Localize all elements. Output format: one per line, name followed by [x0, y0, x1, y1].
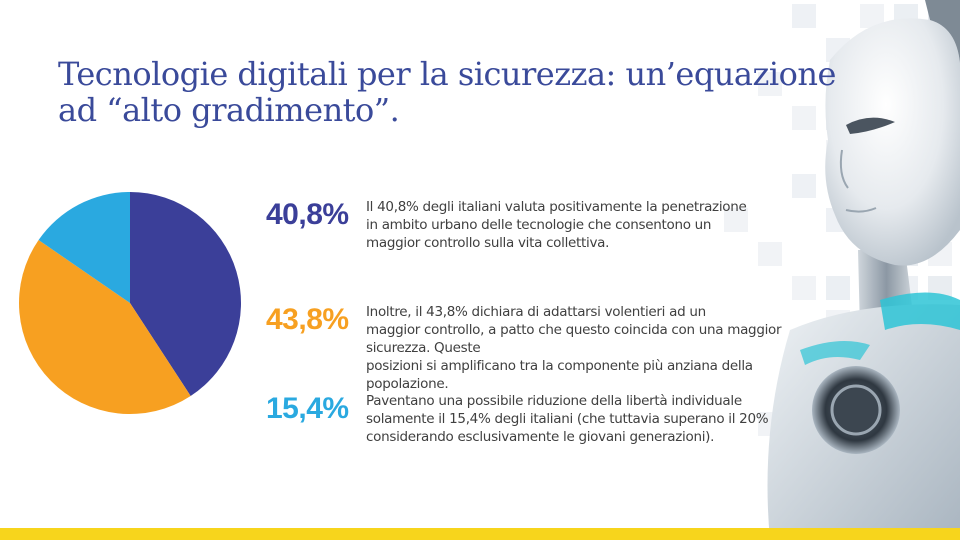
stat-description-3-line-3: considerando esclusivamente le giovani g… — [366, 429, 715, 445]
stat-value-3: 15,4% — [266, 392, 349, 425]
mosaic-tile — [758, 72, 782, 96]
stat-description-2-line-1: Inoltre, il 43,8% dichiara di adattarsi … — [366, 304, 706, 320]
page-title: Tecnologie digitali per la sicurezza: un… — [58, 56, 858, 128]
stat-description-1-line-2: in ambito urbano delle tecnologie che co… — [366, 217, 712, 233]
mosaic-tile — [724, 208, 748, 232]
mosaic-tile — [792, 174, 816, 198]
mosaic-tile — [758, 242, 782, 266]
stat-description-3-line-1: Paventano una possibile riduzione della … — [366, 393, 742, 409]
bottom-accent-bar — [0, 528, 960, 540]
pie-chart — [18, 192, 241, 414]
pie-slice-1 — [130, 192, 241, 396]
stat-description-2-line-3: posizioni si amplificano tra la componen… — [366, 358, 753, 392]
stat-value-1: 40,8% — [266, 198, 349, 231]
mosaic-tile — [792, 276, 816, 300]
stat-value-2: 43,8% — [266, 303, 349, 336]
robot-figure — [767, 0, 960, 540]
page-title-line-1: Tecnologie digitali per la sicurezza: un… — [58, 55, 836, 93]
stat-description-1-line-1: Il 40,8% degli italiani valuta positivam… — [366, 199, 747, 215]
pie-slice-3 — [38, 192, 130, 303]
mosaic-tile — [792, 106, 816, 130]
pie-slice-2 — [18, 240, 191, 414]
stat-description-2-line-2: maggior controllo, a patto che questo co… — [366, 322, 782, 356]
stat-description-2: Inoltre, il 43,8% dichiara di adattarsi … — [366, 303, 836, 393]
stat-description-1: Il 40,8% degli italiani valuta positivam… — [366, 198, 836, 252]
stat-description-1-line-3: maggior controllo sulla vita collettiva. — [366, 235, 610, 251]
stat-description-3: Paventano una possibile riduzione della … — [366, 392, 836, 446]
stat-description-3-line-2: solamente il 15,4% degli italiani (che t… — [366, 411, 769, 427]
mosaic-tile — [792, 4, 816, 28]
mosaic-tile — [826, 276, 850, 300]
page-title-line-2: ad “alto gradimento”. — [58, 91, 400, 129]
